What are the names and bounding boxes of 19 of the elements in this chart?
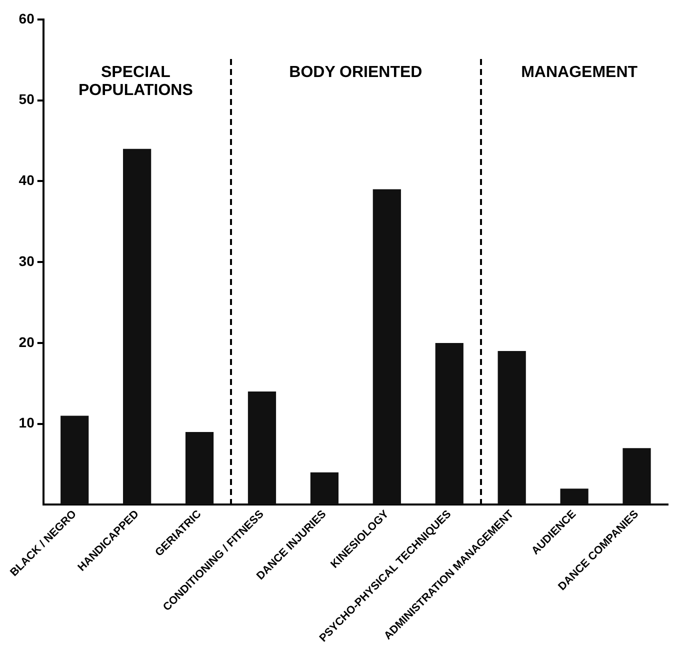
y-tick-label: 30: [18, 252, 35, 269]
y-tick-label: 20: [18, 334, 35, 350]
annotation: SPECIAL POPULATIONS: [77, 64, 194, 100]
bar: [310, 472, 339, 505]
y-tick-label: 40: [18, 172, 35, 188]
y-tick-label: 50: [18, 91, 35, 108]
bar: [622, 448, 651, 505]
bar: [123, 148, 152, 505]
bar: [372, 189, 401, 505]
y-tick-label: 10: [18, 414, 35, 431]
bar: [248, 391, 276, 505]
annotation: BODY ORIENTED: [288, 64, 424, 82]
bar: [498, 351, 526, 505]
bar: [60, 416, 89, 505]
y-tick-label: 60: [18, 10, 35, 26]
bar: [435, 342, 464, 505]
annotation: MANAGEMENT: [520, 64, 639, 82]
bar: [560, 488, 588, 505]
bar: [185, 432, 214, 505]
